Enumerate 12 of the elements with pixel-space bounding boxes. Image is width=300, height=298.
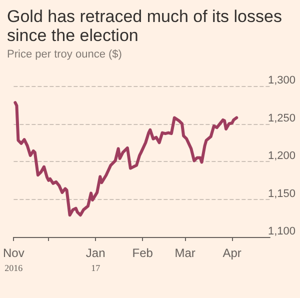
x-tick-label: Feb	[132, 246, 154, 260]
y-tick-label: 1,150	[268, 188, 296, 200]
y-tick-label: 1,200	[268, 150, 296, 162]
chart-subtitle: Price per troy ounce ($)	[7, 48, 122, 60]
x-tick-label: Mar	[174, 246, 196, 260]
y-tick-label: 1,250	[268, 112, 296, 124]
x-tick-label: Apr	[222, 246, 242, 260]
chart-title: Gold has retraced much of its losses since the election	[7, 7, 287, 45]
y-tick-label: 1,300	[268, 74, 296, 86]
x-tick-label: Jan 17	[86, 246, 106, 273]
y-tick-label: 1,100	[268, 226, 296, 238]
x-tick-label: Nov 2016	[3, 246, 24, 273]
